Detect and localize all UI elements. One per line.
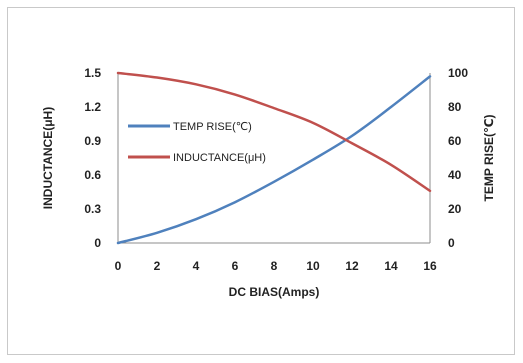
x-tick-label: 6 [232, 259, 239, 273]
x-tick-label: 8 [271, 259, 278, 273]
y-right-tick-label: 100 [448, 66, 468, 80]
x-axis-title: DC BIAS(Amps) [229, 285, 320, 299]
x-tick-label: 2 [154, 259, 161, 273]
y-left-tick-label: 0 [94, 236, 101, 250]
x-tick-labels: 0 2 4 6 8 10 12 14 16 [115, 259, 437, 273]
axes [117, 73, 431, 244]
y-right-tick-label: 40 [448, 168, 462, 182]
x-tick-label: 10 [306, 259, 320, 273]
legend-label-0: TEMP RISE(℃) [173, 121, 252, 133]
series-line-0 [116, 75, 432, 245]
series-lines [116, 71, 432, 245]
y-right-tick-labels: 0 20 40 60 80 100 [448, 66, 468, 250]
y-right-tick-label: 20 [448, 202, 462, 216]
y-left-tick-label: 0.6 [84, 168, 101, 182]
y-left-axis-title: INDUCTANCE(μH) [41, 107, 55, 209]
y-left-tick-labels: 0 0.3 0.6 0.9 1.2 1.5 [84, 66, 101, 250]
legend: TEMP RISE(℃) INDUCTANCE(μH) [128, 121, 266, 164]
legend-label-1: INDUCTANCE(μH) [173, 152, 266, 164]
y-left-tick-label: 0.3 [84, 202, 101, 216]
x-tick-label: 14 [384, 259, 398, 273]
x-tick-label: 4 [193, 259, 200, 273]
y-right-tick-label: 80 [448, 100, 462, 114]
y-left-tick-label: 0.9 [84, 134, 101, 148]
y-right-tick-label: 0 [448, 236, 455, 250]
y-right-tick-label: 60 [448, 134, 462, 148]
y-left-tick-label: 1.5 [84, 66, 101, 80]
x-tick-label: 12 [345, 259, 359, 273]
y-left-tick-label: 1.2 [84, 100, 101, 114]
x-tick-label: 16 [423, 259, 437, 273]
x-tick-label: 0 [115, 259, 122, 273]
y-right-axis-title: TEMP RISE(℃) [482, 115, 496, 202]
series-line-1 [116, 71, 432, 193]
